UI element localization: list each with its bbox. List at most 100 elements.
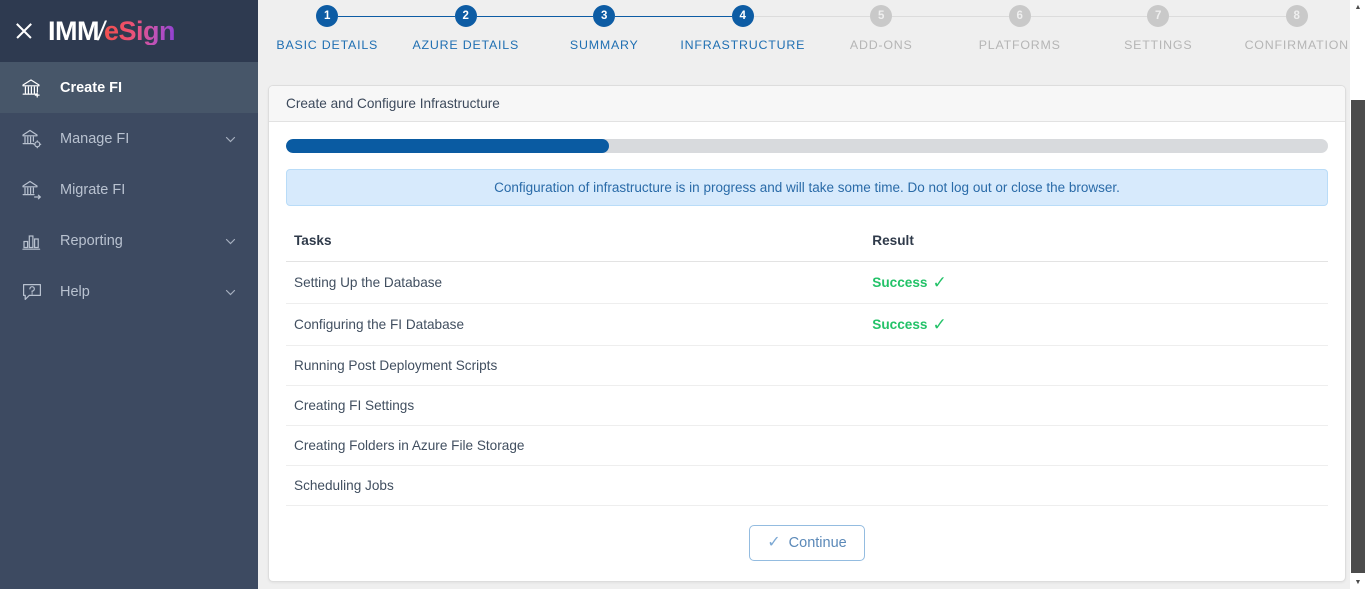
wizard-stepper: 1 BASIC DETAILS 2 AZURE DETAILS 3 SUMMAR… [258, 0, 1366, 66]
sidebar-item-migrate-fi[interactable]: Migrate FI [0, 164, 258, 215]
sidebar-item-label: Migrate FI [60, 181, 126, 198]
continue-button-label: Continue [788, 535, 847, 551]
task-result [864, 425, 1328, 466]
task-name: Creating Folders in Azure File Storage [286, 425, 865, 466]
tasks-table-body: Setting Up the Database Success ✓ Config… [286, 261, 1328, 506]
bank-arrow-icon [20, 178, 44, 202]
sidebar-header: IMM / eSign [0, 0, 258, 62]
step-connector-left [1227, 15, 1286, 18]
step-connector-right [1030, 15, 1089, 18]
table-row: Creating FI Settings [286, 385, 1328, 426]
step-connector-right [753, 15, 812, 18]
step-number: 7 [1147, 5, 1170, 27]
status-text: Success [872, 275, 928, 290]
step-infrastructure[interactable]: 4 INFRASTRUCTURE [673, 0, 812, 52]
step-label: INFRASTRUCTURE [680, 38, 806, 52]
task-result: Success ✓ [864, 303, 1328, 346]
sidebar-item-help[interactable]: Help [0, 266, 258, 317]
step-confirmation[interactable]: 8 CONFIRMATION [1227, 0, 1366, 52]
task-result [864, 345, 1328, 386]
card-header: Create and Configure Infrastructure [269, 86, 1345, 122]
task-name: Creating FI Settings [286, 385, 865, 426]
step-label: ADD-ONS [849, 38, 913, 52]
bank-plus-icon [20, 76, 44, 100]
sidebar-item-label: Create FI [60, 79, 123, 96]
task-result [864, 385, 1328, 426]
status-badge: Success ✓ [872, 274, 946, 291]
chevron-down-icon[interactable] [225, 133, 236, 144]
step-summary[interactable]: 3 SUMMARY [535, 0, 674, 52]
step-azure-details[interactable]: 2 AZURE DETAILS [396, 0, 535, 52]
step-number: 6 [1008, 5, 1031, 27]
step-number: 5 [870, 5, 893, 27]
step-label: BASIC DETAILS [276, 38, 379, 52]
step-connector-left [396, 15, 455, 18]
step-label: SETTINGS [1124, 38, 1193, 52]
sidebar-item-reporting[interactable]: Reporting [0, 215, 258, 266]
step-number: 1 [316, 5, 339, 27]
check-icon: ✓ [932, 315, 947, 334]
sidebar-item-create-fi[interactable]: Create FI [0, 62, 258, 113]
task-name: Scheduling Jobs [286, 465, 865, 506]
scroll-up-arrow-icon[interactable]: ▲ [1354, 3, 1362, 11]
bar-chart-icon [20, 229, 44, 253]
task-result: Success ✓ [864, 261, 1328, 304]
step-connector-right [615, 15, 674, 18]
table-row: Scheduling Jobs [286, 465, 1328, 506]
logo-esign-text: eSign [104, 15, 176, 46]
scroll-down-arrow-icon[interactable]: ▼ [1354, 578, 1362, 586]
infrastructure-card: Create and Configure Infrastructure Conf… [268, 85, 1346, 582]
status-text: Success [872, 317, 928, 332]
progress-bar-fill [286, 139, 610, 153]
logo-imm-text: IMM [48, 15, 99, 46]
tasks-table-head: Tasks Result [286, 225, 1328, 262]
status-badge: Success ✓ [872, 316, 946, 333]
step-connector-left [812, 15, 871, 18]
tasks-table: Tasks Result Setting Up the Database Suc… [286, 225, 1328, 506]
sidebar-item-manage-fi[interactable]: Manage FI [0, 113, 258, 164]
step-connector-right [1169, 15, 1228, 18]
step-add-ons[interactable]: 5 ADD-ONS [812, 0, 951, 52]
info-banner: Configuration of infrastructure is in pr… [286, 169, 1328, 206]
task-result [864, 465, 1328, 506]
table-row: Creating Folders in Azure File Storage [286, 425, 1328, 466]
step-number: 3 [593, 5, 616, 27]
page-scrollbar[interactable]: ▲ ▼ [1350, 0, 1366, 589]
step-platforms[interactable]: 6 PLATFORMS [950, 0, 1089, 52]
step-label: AZURE DETAILS [412, 38, 520, 52]
step-label: PLATFORMS [978, 38, 1061, 52]
continue-button[interactable]: ✓ Continue [749, 525, 865, 561]
table-row: Setting Up the Database Success ✓ [286, 261, 1328, 304]
progress-bar-track [286, 139, 1328, 153]
check-icon: ✓ [932, 273, 947, 292]
scrollbar-thumb[interactable] [1351, 100, 1365, 573]
step-connector-left [673, 15, 732, 18]
close-icon[interactable] [14, 21, 34, 41]
step-basic-details[interactable]: 1 BASIC DETAILS [258, 0, 397, 52]
page-title: Create and Configure Infrastructure [286, 96, 500, 111]
step-number: 8 [1285, 5, 1308, 27]
step-connector-right [476, 15, 535, 18]
table-row: Running Post Deployment Scripts [286, 345, 1328, 386]
question-help-icon [20, 280, 44, 304]
task-name: Configuring the FI Database [286, 303, 865, 346]
step-connector-right [892, 15, 951, 18]
step-label: SUMMARY [569, 38, 639, 52]
sidebar-item-label: Help [60, 283, 90, 300]
app-logo: IMM / eSign [48, 15, 176, 46]
step-number: 4 [731, 5, 754, 27]
step-connector-left [535, 15, 594, 18]
main-content: 1 BASIC DETAILS 2 AZURE DETAILS 3 SUMMAR… [258, 0, 1366, 589]
bank-gear-icon [20, 127, 44, 151]
check-icon: ✓ [767, 534, 781, 551]
step-settings[interactable]: 7 SETTINGS [1089, 0, 1228, 52]
sidebar-item-label: Reporting [60, 232, 123, 249]
step-connector-right [338, 15, 397, 18]
task-name: Setting Up the Database [286, 261, 865, 304]
chevron-down-icon[interactable] [225, 286, 236, 297]
task-name: Running Post Deployment Scripts [286, 345, 865, 386]
table-row: Configuring the FI Database Success ✓ [286, 303, 1328, 346]
sidebar-nav: Create FI Manage FI [0, 62, 258, 317]
chevron-down-icon[interactable] [225, 235, 236, 246]
card-actions: ✓ Continue [286, 506, 1328, 561]
